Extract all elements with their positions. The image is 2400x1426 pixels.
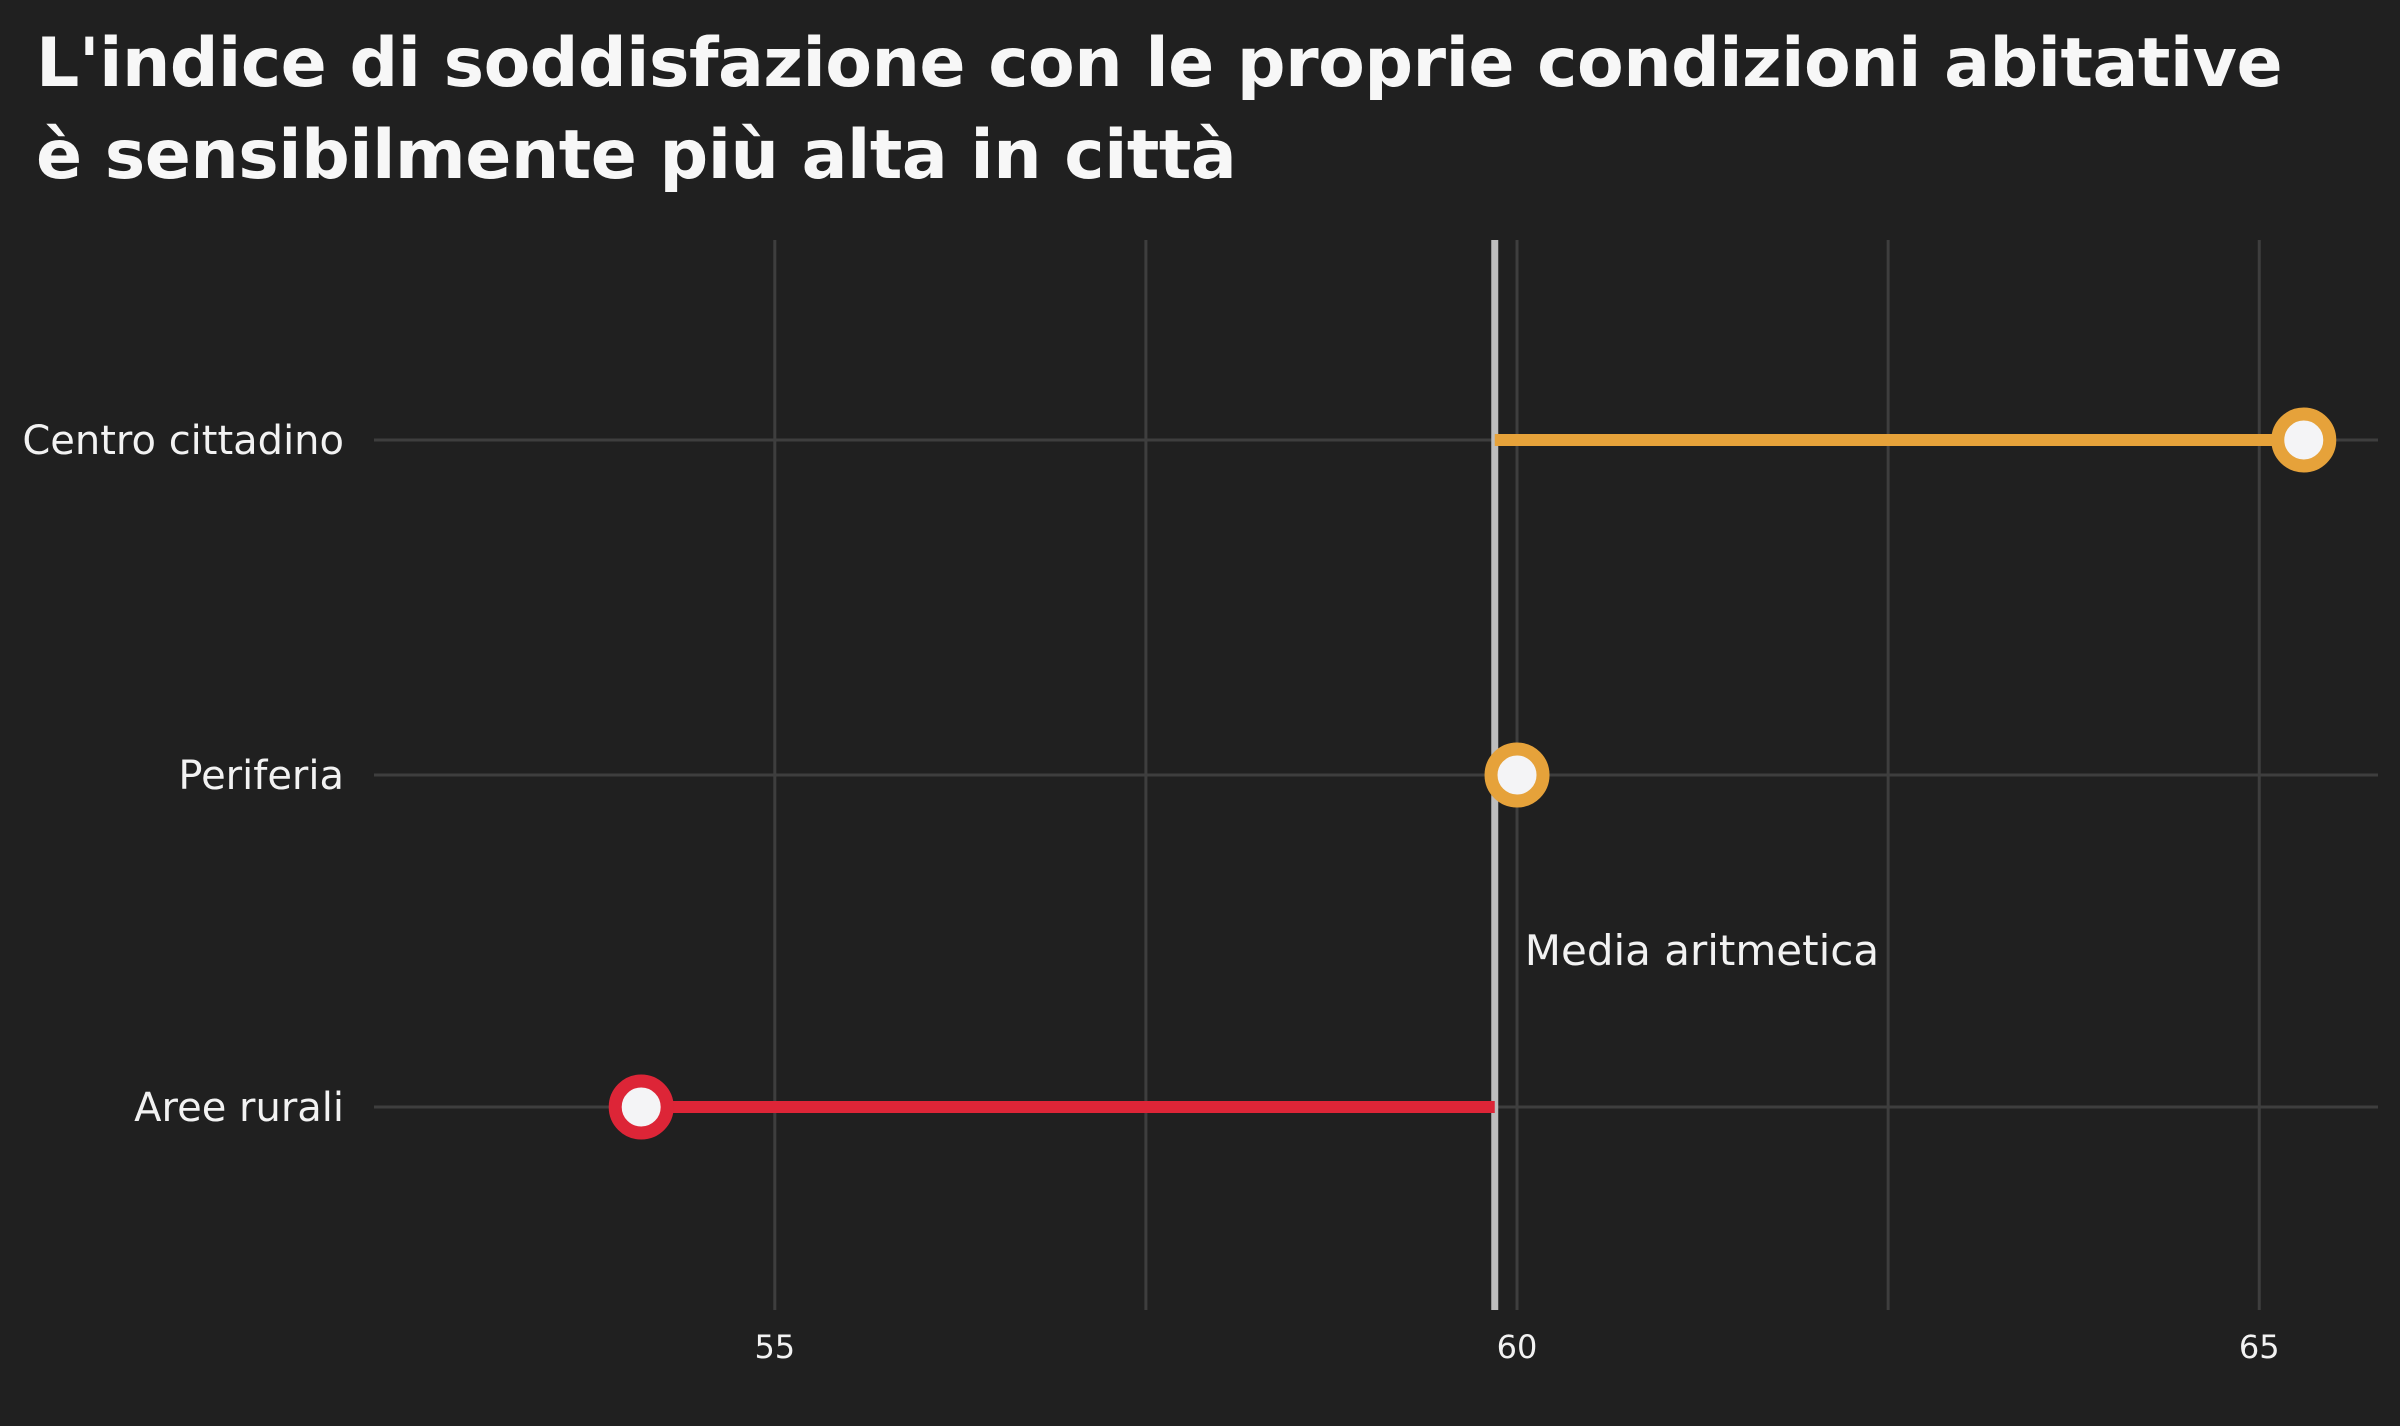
label-layer: Media aritmetica Centro cittadino Periferi…	[22, 418, 2279, 1366]
category-label: Aree rurali	[134, 1085, 344, 1131]
data-point	[2271, 407, 2337, 473]
x-tick-label: 60	[1497, 1328, 1538, 1366]
series-layer	[608, 407, 2337, 1140]
category-label: Periferia	[178, 753, 344, 799]
x-tick-label: 55	[754, 1328, 795, 1366]
mean-annotation-label: Media aritmetica	[1525, 926, 1879, 975]
category-label: Centro cittadino	[22, 418, 344, 464]
x-tick-label: 65	[2239, 1328, 2280, 1366]
data-point	[608, 1074, 674, 1140]
grid-layer	[374, 240, 2378, 1310]
data-point	[1484, 742, 1550, 808]
chart-title: L'indice di soddisfazione con le proprie…	[36, 24, 2283, 195]
